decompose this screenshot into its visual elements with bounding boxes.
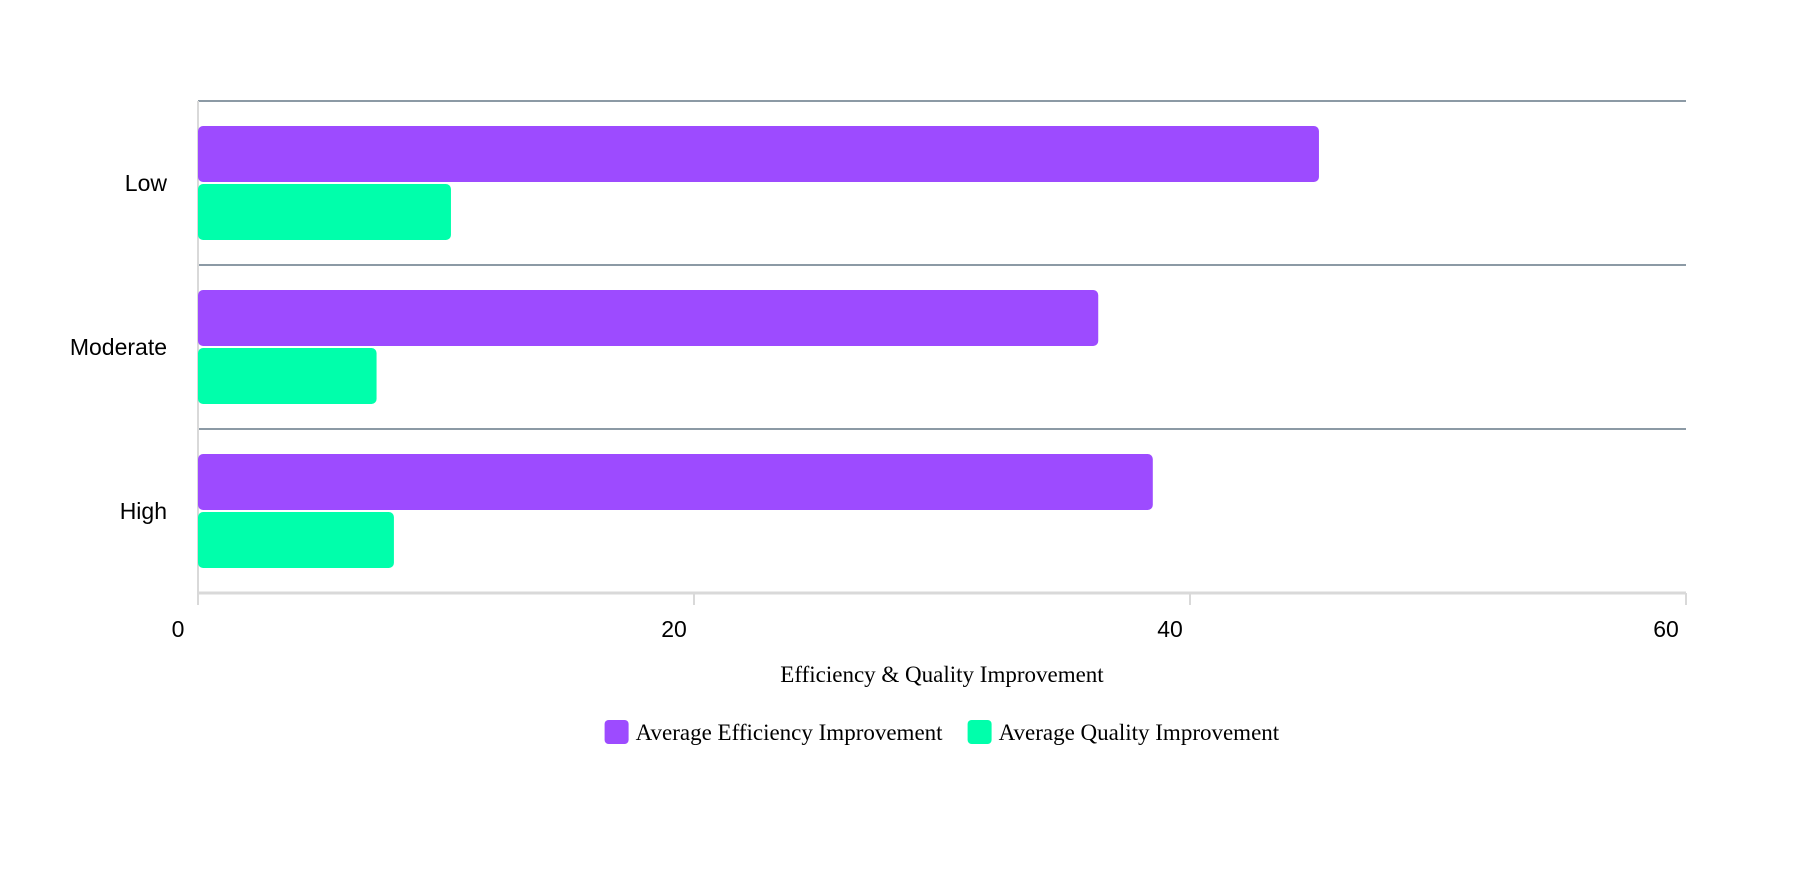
bar-quality-high — [198, 512, 394, 568]
bars — [198, 126, 1319, 568]
bar-quality-low — [198, 184, 451, 240]
category-label-low: Low — [125, 170, 168, 196]
bar-efficiency-low — [198, 126, 1319, 182]
bar-efficiency-moderate — [198, 290, 1099, 346]
x-tick-label: 60 — [1653, 616, 1679, 642]
category-gridlines — [197, 100, 1686, 593]
x-axis: 0 20 40 60 — [172, 591, 1687, 642]
category-label-high: High — [120, 498, 167, 524]
legend: Average Efficiency Improvement Average Qu… — [604, 720, 1280, 745]
legend-swatch-efficiency — [604, 720, 629, 744]
x-tick-label: 40 — [1157, 616, 1183, 642]
legend-label-quality: Average Quality Improvement — [999, 720, 1280, 745]
legend-label-efficiency: Average Efficiency Improvement — [636, 720, 944, 745]
x-axis-title: Efficiency & Quality Improvement — [780, 662, 1104, 687]
x-tick-label: 0 — [172, 616, 185, 642]
category-label-moderate: Moderate — [70, 334, 167, 360]
bar-quality-moderate — [198, 348, 377, 404]
x-tick-label: 20 — [661, 616, 687, 642]
legend-swatch-quality — [967, 720, 992, 744]
bar-efficiency-high — [198, 454, 1153, 510]
y-axis-category-labels: Low Moderate High — [70, 170, 168, 524]
